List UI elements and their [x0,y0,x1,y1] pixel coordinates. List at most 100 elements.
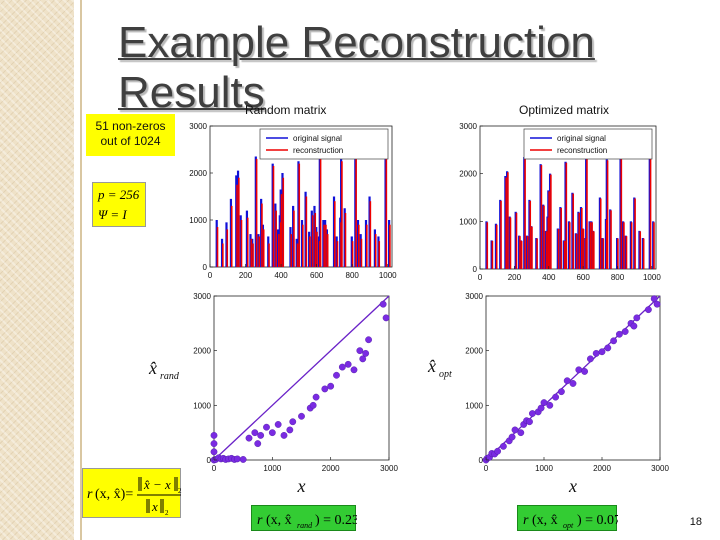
scatter-point [312,393,320,401]
result-random: r (x, x̂ rand ) = 0.23 [257,513,359,530]
slide-title: Example Reconstruction Results [118,18,595,117]
scatter-point [263,423,270,431]
scatter-point [586,355,594,363]
x-tick-label: 200 [508,273,522,282]
scatter-point [233,455,241,463]
scatter-point [621,328,629,335]
scatter-point [280,431,288,439]
sparsity-note-box: 51 non-zeros out of 1024 [86,114,175,156]
scatter-point [529,410,536,417]
x-tick-label: 400 [274,271,288,280]
svg-text:(x, x̂: (x, x̂ [532,513,558,528]
scatter-point [540,399,548,407]
scatter-point [350,366,358,374]
svg-text:r: r [87,487,93,502]
y-axis-label: x̂ [427,356,436,376]
scatter-point [517,429,525,437]
legend-label-original: original signal [557,134,606,143]
signal-plot-random: 0 200 400 600 800 1000 0 1000 2000 3000 original s… [189,122,397,280]
y-axis-label-subscript: rand [160,371,180,382]
x-tick-label: 3000 [380,464,398,473]
scatter-point [327,382,335,390]
svg-text:x: x [151,499,158,514]
y-tick-label: 0 [203,263,208,272]
x-tick-label: 2000 [593,464,611,473]
y-tick-label: 3000 [189,122,207,131]
scatter-point [526,418,533,426]
scatter-point [650,295,658,303]
x-axis-label: x [568,476,577,496]
scatter-point [546,401,554,409]
y-tick-label: 2000 [465,347,483,356]
x-tick-label: 0 [212,464,217,473]
result-optimized-box: r (x, x̂ opt ) = 0.07 [517,505,621,531]
scatter-point [356,347,364,355]
error-formula-box: r (x, x̂)= x̂ − x 2 x 2 [82,468,182,518]
y-axis-label: x̂ [148,358,157,378]
scatter-point [537,404,545,412]
y-tick-label: 0 [473,265,478,274]
scatter-point [604,344,612,352]
scatter-point [494,447,502,455]
result-random-box: r (x, x̂ rand ) = 0.23 [251,505,359,531]
x-tick-label: 3000 [651,464,669,473]
scatter-point [245,434,253,442]
scatter-point [581,368,589,375]
scatter-point [598,348,606,356]
scatter-point [569,380,577,387]
scatter-point [298,412,305,420]
legend-box [523,128,653,160]
scatter-point [210,440,218,448]
x-tick-label: 1000 [379,271,397,280]
y-tick-label: 0 [207,456,212,465]
scatter-point [644,306,652,314]
scatter-point [382,314,390,322]
scatter-point [239,456,247,463]
signal-plot-optimized: 0 200 400 600 800 1000 0 1000 2000 3000 original s… [459,122,661,282]
x-tick-label: 400 [542,273,556,282]
scatter-point [257,431,265,439]
y-tick-label: 1000 [193,401,211,410]
svg-text:(x, x̂)=: (x, x̂)= [95,487,133,502]
result-optimized: r (x, x̂ opt ) = 0.07 [523,513,621,530]
scatter-plot-optimized: 0 1000 2000 3000 0 1000 2000 3000 x x̂ opt [427,292,669,496]
scatter-point [557,388,565,396]
scatter-point [511,426,519,434]
x-tick-label: 2000 [322,464,340,473]
y-tick-label: 1000 [465,401,483,410]
y-tick-label: 2000 [193,347,211,356]
legend-label-reconstruction: reconstruction [293,146,343,155]
y-tick-label: 3000 [193,292,211,301]
x-axis-label: x [297,476,306,496]
params-box: p = 256 Ψ = I [92,182,146,227]
svg-text:2: 2 [165,509,169,517]
scatter-point [610,337,618,345]
identity-line [213,295,390,461]
page-number: 18 [689,516,702,528]
x-tick-label: 600 [310,271,324,280]
svg-text:rand: rand [297,521,313,530]
error-formula: r (x, x̂)= x̂ − x 2 x 2 [87,477,182,517]
scatter-point [321,385,329,393]
scatter-point [592,350,600,357]
scatter-plot-random: 0 1000 2000 3000 0 1000 2000 3000 x x̂ rand [148,292,398,496]
scatter-point [362,350,370,357]
x-tick-label: 800 [346,271,360,280]
x-tick-label: 0 [484,464,489,473]
scatter-point [254,440,262,448]
scatter-point [500,442,507,450]
scatter-point [251,429,259,437]
decorative-side-rule [80,0,82,540]
x-tick-label: 200 [239,271,253,280]
scatter-point [653,300,661,308]
y-tick-label: 2000 [459,170,477,179]
y-tick-label: 0 [479,456,484,465]
scatter-point [210,448,218,456]
scatter-point [344,360,352,368]
svg-text:(x, x̂: (x, x̂ [266,513,292,528]
scatter-point [552,393,560,401]
y-tick-label: 1000 [459,217,477,226]
scatter-point [286,426,294,434]
scatter-point [289,418,297,426]
